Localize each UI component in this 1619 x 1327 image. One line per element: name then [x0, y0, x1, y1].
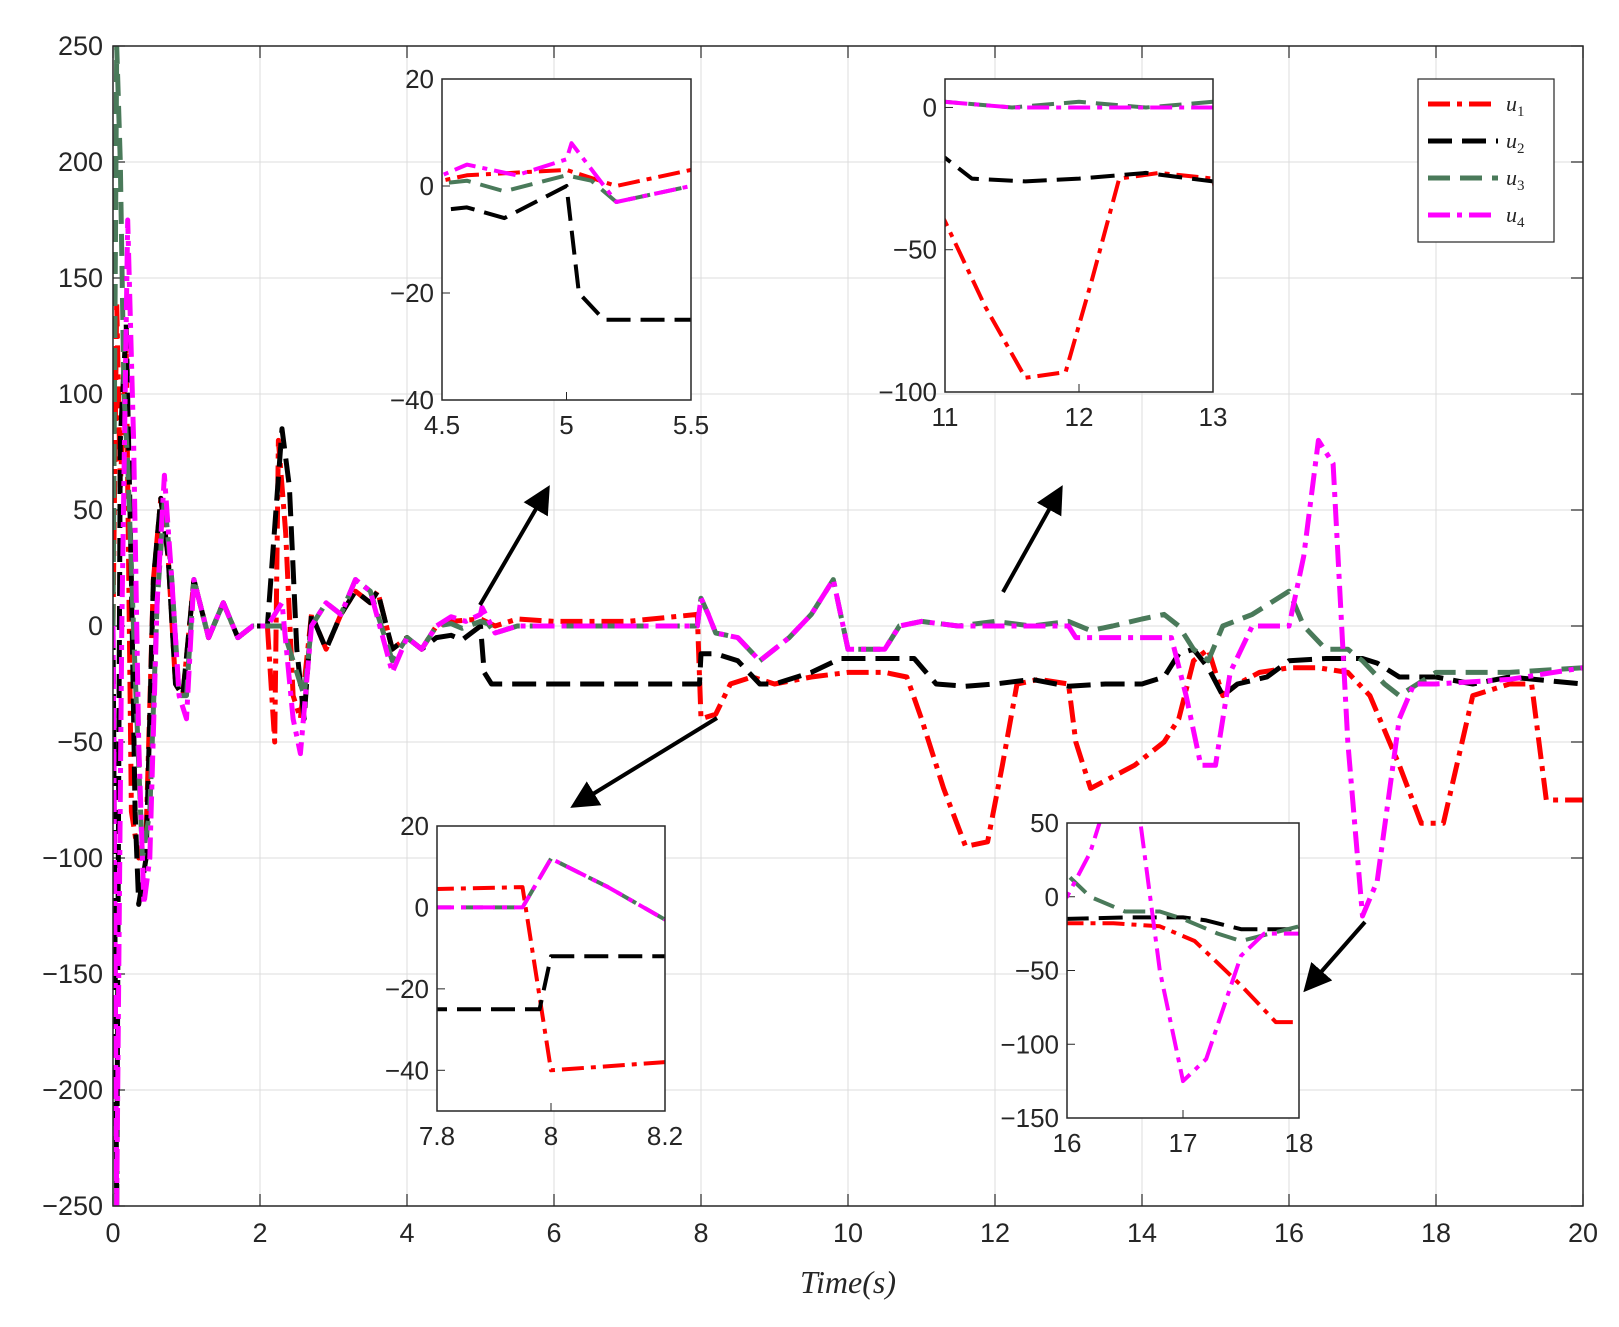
x-tick-label: 8 — [693, 1218, 708, 1248]
inset-series-line-u1 — [1067, 921, 1299, 1025]
inset-y-tick-label: −50 — [1015, 956, 1059, 986]
inset-y-tick-label: −50 — [893, 235, 937, 265]
inset-x-tick-label: 4.5 — [424, 410, 460, 440]
x-tick-label: 20 — [1568, 1218, 1598, 1248]
inset-plot-B: 11 12 13 0 −50 −100 — [878, 78, 1228, 432]
inset-series-line-u2 — [945, 155, 1213, 184]
y-tick-label: −250 — [42, 1191, 103, 1221]
inset-x-tick-label: 8.2 — [647, 1121, 683, 1151]
inset-area — [945, 79, 1213, 392]
inset-area — [442, 79, 691, 400]
y-tick-label: −200 — [42, 1075, 103, 1105]
y-tick-label: 200 — [58, 147, 103, 177]
inset-y-tick-label: 0 — [923, 92, 937, 122]
inset-y-tick-label: −40 — [385, 1055, 429, 1085]
inset-series-line-u4 — [437, 856, 665, 922]
inset-plot-A: 4.5 5 5.5 20 0 −20 −40 — [390, 64, 709, 440]
inset-series-line-u4 — [442, 141, 691, 204]
y-tick-label: 250 — [58, 31, 103, 61]
inset-plots: 4.5 5 5.5 20 0 −20 −40 11 12 13 0 −50 −100 7.8 8 8.2 20 0… — [385, 64, 1314, 1158]
inset-y-tick-label: −40 — [390, 385, 434, 415]
inset-area — [1067, 823, 1299, 1118]
y-tick-label: −50 — [57, 727, 103, 757]
x-tick-label: 18 — [1421, 1218, 1451, 1248]
inset-x-tick-label: 11 — [932, 402, 959, 432]
inset-frame — [436, 825, 666, 1112]
legend-label-u1: u1 — [1506, 91, 1525, 120]
legend-label-u3: u3 — [1506, 165, 1525, 194]
inset-y-tick-label: 0 — [1045, 882, 1059, 912]
plot-frame — [112, 45, 1584, 1207]
inset-y-tick-label: −20 — [385, 974, 429, 1004]
inset-y-tick-label: 20 — [405, 64, 434, 94]
inset-series-line-u4 — [945, 99, 1213, 111]
inset-x-tick-label: 13 — [1199, 402, 1228, 432]
y-tick-label: 50 — [73, 495, 103, 525]
inset-x-tick-label: 18 — [1285, 1128, 1314, 1158]
inset-series-line-u1 — [437, 885, 665, 1073]
inset-series-line-u1 — [945, 170, 1213, 380]
inset-plot-C: 7.8 8 8.2 20 0 −20 −40 — [385, 811, 683, 1151]
inset-frame — [944, 78, 1214, 393]
inset-plot-D: 16 17 18 50 0 −50 −100 −150 — [1000, 808, 1314, 1158]
inset-x-tick-label: 12 — [1065, 402, 1094, 432]
y-tick-label: 150 — [58, 263, 103, 293]
x-tick-label: 6 — [546, 1218, 561, 1248]
legend: u1 u2 u3 u4 — [1417, 78, 1555, 243]
inset-frame — [441, 78, 692, 401]
x-tick-label: 10 — [833, 1218, 863, 1248]
inset-x-tick-label: 16 — [1053, 1128, 1082, 1158]
inset-y-tick-label: −100 — [878, 377, 937, 407]
y-tick-label: −100 — [42, 843, 103, 873]
inset-x-tick-label: 5.5 — [673, 410, 709, 440]
x-tick-label: 0 — [105, 1218, 120, 1248]
legend-label-u2: u2 — [1506, 128, 1525, 157]
series-line-u2 — [113, 321, 1583, 1206]
x-tick-label: 16 — [1274, 1218, 1304, 1248]
inset-series-line-u3 — [945, 99, 1213, 110]
x-tick-label: 14 — [1127, 1218, 1157, 1248]
inset-series-line-u1 — [442, 167, 691, 188]
inset-y-tick-label: 0 — [420, 171, 434, 201]
inset-series-line-u2 — [442, 184, 691, 322]
x-axis-label: Time(s) — [800, 1264, 896, 1300]
y-tick-label: 0 — [88, 611, 103, 641]
y-tick-label: −150 — [42, 959, 103, 989]
inset-x-tick-label: 7.8 — [419, 1121, 455, 1151]
zoom-arrow — [478, 485, 550, 607]
inset-x-tick-label: 8 — [544, 1121, 558, 1151]
inset-y-tick-label: 0 — [415, 892, 429, 922]
inset-frame — [1066, 822, 1300, 1119]
zoom-arrow — [1303, 920, 1367, 993]
inset-x-tick-label: 5 — [559, 410, 573, 440]
inset-series-line-u2 — [437, 954, 665, 1012]
inset-y-tick-label: −150 — [1000, 1103, 1059, 1133]
inset-series-line-u4 — [1067, 823, 1299, 1084]
inset-y-tick-label: 50 — [1030, 808, 1059, 838]
inset-area — [437, 826, 665, 1111]
zoom-arrow — [1001, 485, 1063, 593]
zoom-arrows — [478, 485, 1367, 993]
x-tick-label: 4 — [399, 1218, 414, 1248]
x-tick-label: 12 — [980, 1218, 1010, 1248]
inset-y-tick-label: −20 — [390, 278, 434, 308]
inset-y-tick-label: −100 — [1000, 1029, 1059, 1059]
x-tick-label: 2 — [252, 1218, 267, 1248]
series-line-u4 — [113, 217, 1583, 1206]
inset-x-tick-label: 17 — [1169, 1128, 1198, 1158]
main-plot: 0 2 4 6 8 10 12 14 16 18 20250200150100500−50−100−… — [42, 31, 1598, 1300]
inset-series-line-u3 — [442, 173, 691, 204]
inset-series-line-u3 — [1067, 872, 1299, 943]
y-tick-label: 100 — [58, 379, 103, 409]
legend-label-u4: u4 — [1506, 202, 1525, 231]
inset-y-tick-label: 20 — [400, 811, 429, 841]
zoom-arrow — [570, 716, 719, 808]
